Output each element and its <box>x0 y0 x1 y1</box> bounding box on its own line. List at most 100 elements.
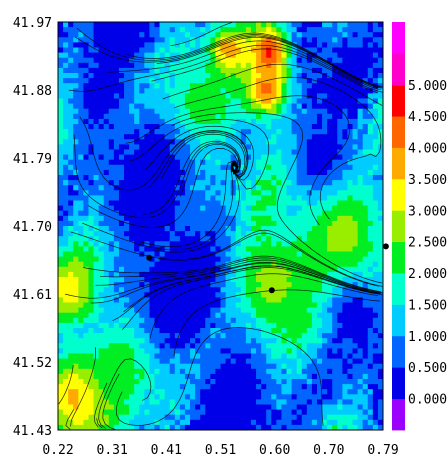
heat-cell <box>73 399 79 406</box>
heat-cell <box>225 88 232 94</box>
heat-cell <box>266 322 272 329</box>
heat-cell <box>342 215 349 222</box>
heat-cell <box>357 271 364 278</box>
heat-cell <box>129 373 135 380</box>
heat-cell <box>362 88 369 94</box>
heat-cell <box>154 98 161 105</box>
heat-cell <box>271 22 277 28</box>
heat-cell <box>271 348 277 355</box>
heat-cell <box>200 302 206 309</box>
heat-cell <box>93 200 100 207</box>
heat-cell <box>352 363 359 370</box>
heat-cell <box>337 246 343 253</box>
heat-cell <box>83 164 90 171</box>
heat-cell <box>200 144 206 151</box>
heat-cell <box>261 164 267 171</box>
heat-cell <box>245 246 252 253</box>
heat-cell <box>342 236 349 242</box>
heat-cell <box>286 113 293 120</box>
heat-cell <box>190 394 196 400</box>
heat-cell <box>377 261 383 268</box>
heat-cell <box>256 394 262 400</box>
heat-cell <box>210 348 217 355</box>
heat-cell <box>68 236 74 242</box>
heat-cell <box>286 292 293 298</box>
heat-cell <box>113 118 120 125</box>
heat-cell <box>281 27 288 33</box>
heat-cell <box>184 118 191 125</box>
heat-cell <box>200 338 206 344</box>
heat-cell <box>327 57 333 64</box>
heat-cell <box>134 307 140 314</box>
heat-cell <box>113 256 120 263</box>
heat-cell <box>88 251 95 258</box>
heat-cell <box>261 185 267 191</box>
heat-cell <box>271 373 277 380</box>
heat-cell <box>220 118 227 125</box>
heat-cell <box>73 124 79 130</box>
heat-cell <box>93 42 100 49</box>
heat-cell <box>291 241 298 247</box>
heat-cell <box>195 297 201 304</box>
heat-cell <box>63 118 69 125</box>
heat-cell <box>271 159 277 166</box>
heat-cell <box>83 399 90 406</box>
heat-cell <box>215 220 222 227</box>
heat-cell <box>103 414 110 421</box>
heat-cell <box>362 292 369 298</box>
heat-cell <box>78 328 84 334</box>
heat-cell <box>103 404 110 411</box>
heat-cell <box>139 47 145 54</box>
heat-cell <box>250 379 257 385</box>
heat-cell <box>342 297 349 304</box>
heat-cell <box>149 373 156 380</box>
heat-cell <box>73 62 79 69</box>
heat-cell <box>154 124 161 130</box>
heat-cell <box>78 62 84 69</box>
heat-cell <box>93 368 100 375</box>
heat-cell <box>154 261 161 268</box>
heat-cell <box>205 164 211 171</box>
heat-cell <box>322 124 328 130</box>
heat-cell <box>225 27 232 33</box>
heat-cell <box>144 261 151 268</box>
heat-cell <box>113 149 120 156</box>
heat-cell <box>342 307 349 314</box>
heat-cell <box>73 103 79 110</box>
heat-cell <box>276 195 283 202</box>
heat-cell <box>149 62 156 69</box>
heat-cell <box>195 333 201 339</box>
heat-cell <box>149 384 156 390</box>
heat-cell <box>332 282 338 288</box>
heat-cell <box>129 312 135 319</box>
heat-cell <box>261 103 267 110</box>
heat-cell <box>256 159 262 166</box>
heat-cell <box>210 98 217 105</box>
heat-cell <box>78 144 84 151</box>
heat-cell <box>276 338 283 344</box>
heat-cell <box>352 358 359 365</box>
heat-cell <box>357 220 364 227</box>
heat-cell <box>124 52 130 59</box>
heat-cell <box>58 205 64 212</box>
heat-cell <box>266 271 272 278</box>
heat-cell <box>68 292 74 298</box>
heat-cell <box>118 328 125 334</box>
heat-cell <box>291 328 298 334</box>
heat-cell <box>113 37 120 43</box>
heat-cell <box>245 139 252 145</box>
heat-cell <box>352 62 359 69</box>
heat-cell <box>337 27 343 33</box>
heat-cell <box>195 277 201 283</box>
heat-cell <box>144 139 151 145</box>
heat-cell <box>83 333 90 339</box>
heat-cell <box>286 338 293 344</box>
heat-cell <box>322 307 328 314</box>
heat-cell <box>83 338 90 344</box>
heat-cell <box>210 389 217 395</box>
heat-cell <box>230 312 237 319</box>
heat-cell <box>210 353 217 360</box>
heat-cell <box>129 113 135 120</box>
heat-cell <box>316 282 323 288</box>
heat-cell <box>179 368 186 375</box>
